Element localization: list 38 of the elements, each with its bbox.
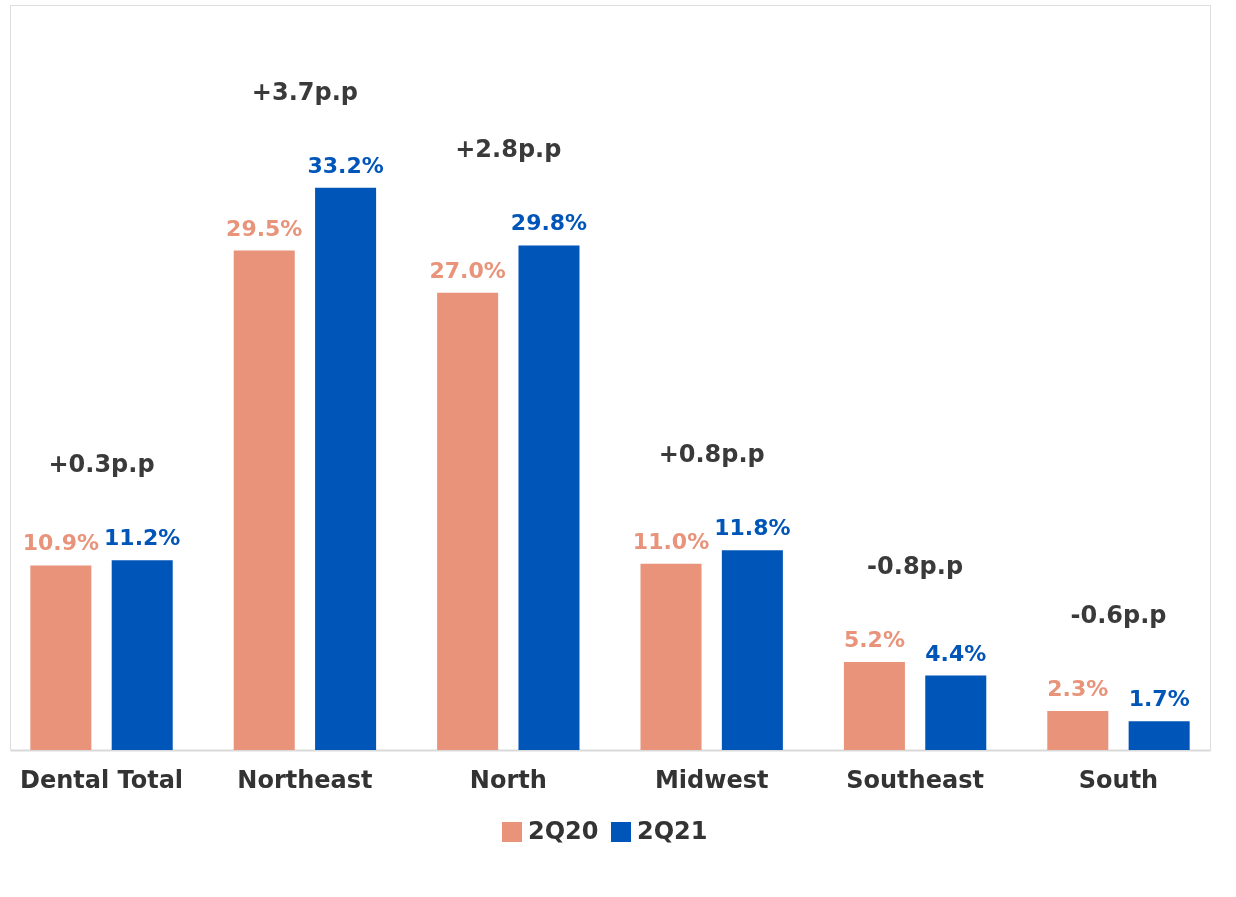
data-label: 11.0% bbox=[632, 528, 710, 554]
bar bbox=[30, 565, 92, 750]
bar bbox=[233, 250, 295, 750]
annotation: +0.8p.p bbox=[658, 440, 765, 469]
bar bbox=[843, 661, 905, 750]
bar bbox=[437, 292, 499, 750]
bar bbox=[1047, 711, 1109, 750]
annotation: +2.8p.p bbox=[455, 135, 562, 164]
data-label: 33.2% bbox=[307, 152, 384, 178]
legend-label: 2Q21 bbox=[637, 817, 708, 845]
data-label: 27.0% bbox=[429, 257, 506, 283]
x-tick-label: South bbox=[1078, 765, 1159, 794]
data-label: 2.3% bbox=[1047, 676, 1109, 702]
bar bbox=[518, 245, 580, 750]
bar bbox=[111, 560, 173, 750]
x-tick-label: Dental Total bbox=[19, 765, 184, 794]
data-label: 4.4% bbox=[925, 640, 987, 666]
bar bbox=[1128, 721, 1190, 750]
data-label: 11.8% bbox=[714, 515, 791, 541]
bar bbox=[640, 563, 702, 750]
legend-label: 2Q20 bbox=[528, 817, 599, 845]
data-label: 11.2% bbox=[104, 525, 181, 551]
annotation: +3.7p.p bbox=[251, 77, 358, 106]
annotation: +0.3p.p bbox=[48, 450, 155, 479]
bar bbox=[721, 550, 783, 750]
annotation: -0.8p.p bbox=[867, 551, 964, 580]
annotation: -0.6p.p bbox=[1070, 601, 1167, 630]
data-label: 5.2% bbox=[843, 626, 905, 652]
x-tick-label: Northeast bbox=[237, 765, 373, 794]
x-tick-label: Southeast bbox=[846, 765, 984, 794]
bar bbox=[315, 187, 377, 750]
x-tick-label: Midwest bbox=[654, 765, 769, 794]
x-tick-label: North bbox=[469, 765, 547, 794]
data-label: 10.9% bbox=[22, 530, 100, 556]
data-label: 29.8% bbox=[510, 210, 588, 236]
data-label: 1.7% bbox=[1128, 686, 1190, 712]
data-label: 29.5% bbox=[226, 215, 303, 241]
bar bbox=[925, 675, 987, 750]
